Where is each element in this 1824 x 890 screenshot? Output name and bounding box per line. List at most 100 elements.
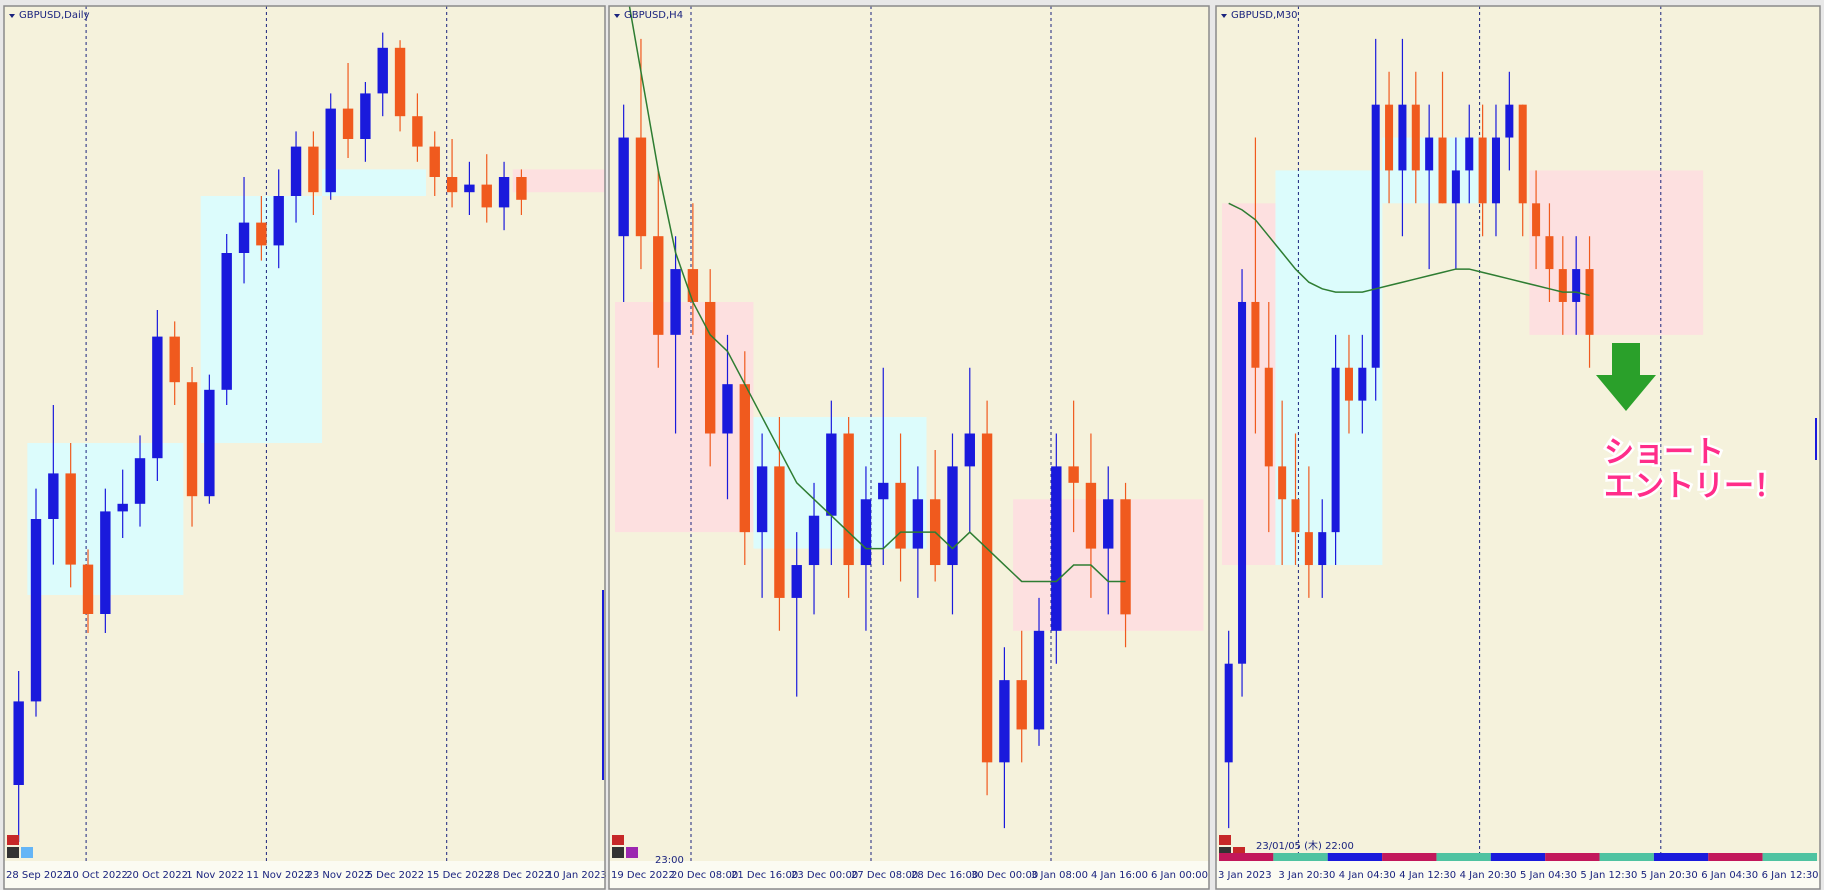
candle-body [774, 466, 785, 598]
candle-body [65, 473, 76, 565]
candle-body [687, 269, 699, 302]
menu-triangle [9, 14, 15, 18]
zone [1529, 170, 1704, 335]
x-tick-label: 20 Oct 2022 [126, 870, 188, 881]
candle-body [1344, 367, 1353, 401]
session-bar [1708, 853, 1763, 861]
session-bar [1327, 853, 1383, 861]
session-bar [1545, 853, 1600, 861]
candle-body [1318, 532, 1327, 566]
candle-body [1505, 104, 1514, 138]
candle-body [221, 253, 232, 390]
annotation: エントリー！ [1604, 469, 1784, 504]
candle-body [1238, 301, 1247, 664]
candle-body [1224, 663, 1233, 763]
candle-body [1051, 466, 1062, 631]
candle-body [1291, 499, 1300, 533]
candle-body [1016, 680, 1027, 730]
candle-body [516, 177, 527, 200]
candle-body [999, 680, 1010, 763]
candle-body [186, 382, 198, 497]
tool-icon [612, 847, 624, 858]
session-bar [1273, 853, 1328, 861]
candle-body [1251, 301, 1260, 368]
label-strip [4, 861, 605, 889]
close-icon [612, 835, 624, 845]
x-tick-label: 19 Dec 2022 [611, 870, 675, 881]
x-tick-label: 6 Jan 04:30 [1701, 870, 1758, 881]
candle-body [1068, 466, 1079, 483]
tool-icon [21, 847, 33, 858]
x-tick-label: 4 Jan 12:30 [1399, 870, 1456, 881]
candle-body [878, 482, 889, 500]
candle-body [1033, 630, 1045, 730]
candle-body [1585, 269, 1594, 335]
x-tick-label: 15 Dec 2022 [427, 870, 491, 881]
panel-border [3, 5, 606, 890]
candle-body [895, 482, 906, 549]
x-tick-label: 4 Jan 04:30 [1339, 870, 1396, 881]
candle-body [964, 433, 975, 467]
x-tick-label: 4 Jan 16:00 [1091, 870, 1148, 881]
x-tick-label: 3 Jan 08:00 [1031, 870, 1088, 881]
candle-body [843, 433, 854, 566]
candle-body [1465, 137, 1474, 171]
candle-body [342, 108, 354, 139]
candle-body [481, 184, 492, 208]
candle-body [1545, 236, 1554, 270]
panel-title: GBPUSD,H4 [624, 10, 683, 21]
candle-body [13, 701, 24, 785]
session-bar [1762, 853, 1817, 861]
zone [512, 169, 605, 193]
candle-body [1478, 137, 1487, 204]
x-tick-label: 23 Dec 00:00 [791, 870, 858, 881]
menu-triangle [1221, 14, 1227, 18]
candle-body [860, 499, 872, 566]
candle-body [394, 47, 406, 117]
candle-body [325, 108, 336, 193]
candle-body [117, 503, 128, 512]
candle-body [238, 222, 250, 253]
session-bar [1490, 853, 1546, 861]
candle-body [1264, 367, 1273, 467]
candle-body [618, 137, 629, 237]
x-tick-label: 5 Jan 04:30 [1520, 870, 1577, 881]
panel-title: GBPUSD,M30 [1231, 10, 1298, 21]
candle-body [1451, 170, 1460, 204]
candle-body [498, 177, 510, 208]
panel-border [1215, 5, 1821, 890]
candle-body [653, 236, 664, 335]
candle-body [30, 519, 42, 702]
tool-icon [626, 847, 638, 858]
x-tick-label: 11 Nov 2022 [246, 870, 310, 881]
candle-body [273, 196, 284, 246]
candle-body [1304, 532, 1313, 566]
x-tick-label: 4 Jan 20:30 [1460, 870, 1517, 881]
panel-border [608, 5, 1210, 890]
candle-body [739, 384, 750, 533]
tool-icon [1219, 847, 1231, 858]
plot [1222, 6, 1704, 861]
x-tick-label: 21 Dec 16:00 [731, 870, 798, 881]
x-tick-label: 5 Jan 20:30 [1641, 870, 1698, 881]
zone [615, 301, 754, 533]
session-bar [1219, 853, 1274, 861]
candle-body [1518, 104, 1527, 204]
candle-body [912, 499, 924, 549]
candle-body [360, 93, 371, 139]
annotation: ショート [1604, 435, 1724, 470]
candle-body [256, 222, 267, 246]
plot [13, 6, 605, 861]
candle-body [1558, 269, 1567, 302]
candle-body [1120, 499, 1131, 615]
label-strip [1216, 861, 1820, 889]
label-strip [609, 861, 1209, 889]
candle-body [1371, 104, 1380, 368]
candle-body [1532, 203, 1541, 237]
zone [322, 169, 427, 196]
candle-body [947, 466, 958, 566]
candle-body [152, 336, 163, 459]
plot [615, 6, 1204, 861]
candle-body [635, 137, 647, 237]
